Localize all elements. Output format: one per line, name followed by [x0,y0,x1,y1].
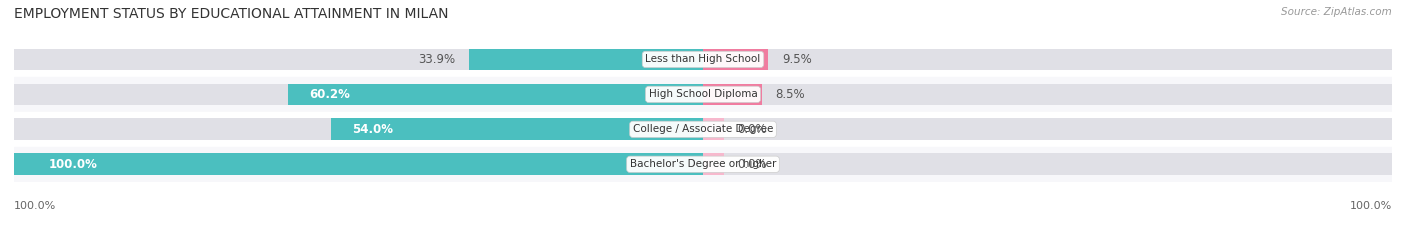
Bar [14,118,1392,140]
Text: 0.0%: 0.0% [738,158,768,171]
Bar [703,153,724,175]
Bar [470,49,703,70]
Text: 8.5%: 8.5% [775,88,806,101]
Text: EMPLOYMENT STATUS BY EDUCATIONAL ATTAINMENT IN MILAN: EMPLOYMENT STATUS BY EDUCATIONAL ATTAINM… [14,7,449,21]
Text: Bachelor's Degree or higher: Bachelor's Degree or higher [630,159,776,169]
Text: 33.9%: 33.9% [419,53,456,66]
Text: 100.0%: 100.0% [48,158,97,171]
Text: Less than High School: Less than High School [645,55,761,64]
Bar [14,147,1392,182]
Bar [14,49,1392,70]
Text: 60.2%: 60.2% [309,88,350,101]
Bar [703,49,769,70]
Bar [14,112,1392,147]
Bar [703,118,724,140]
Text: High School Diploma: High School Diploma [648,89,758,99]
Text: 100.0%: 100.0% [14,201,56,211]
Text: College / Associate Degree: College / Associate Degree [633,124,773,134]
Bar [330,118,703,140]
Bar [703,83,762,105]
Bar [14,153,703,175]
Bar [14,77,1392,112]
Text: 9.5%: 9.5% [782,53,813,66]
Text: Source: ZipAtlas.com: Source: ZipAtlas.com [1281,7,1392,17]
Bar [14,83,1392,105]
Bar [14,153,1392,175]
Text: 54.0%: 54.0% [352,123,392,136]
Bar [288,83,703,105]
Text: 0.0%: 0.0% [738,123,768,136]
Bar [14,42,1392,77]
Text: 100.0%: 100.0% [1350,201,1392,211]
